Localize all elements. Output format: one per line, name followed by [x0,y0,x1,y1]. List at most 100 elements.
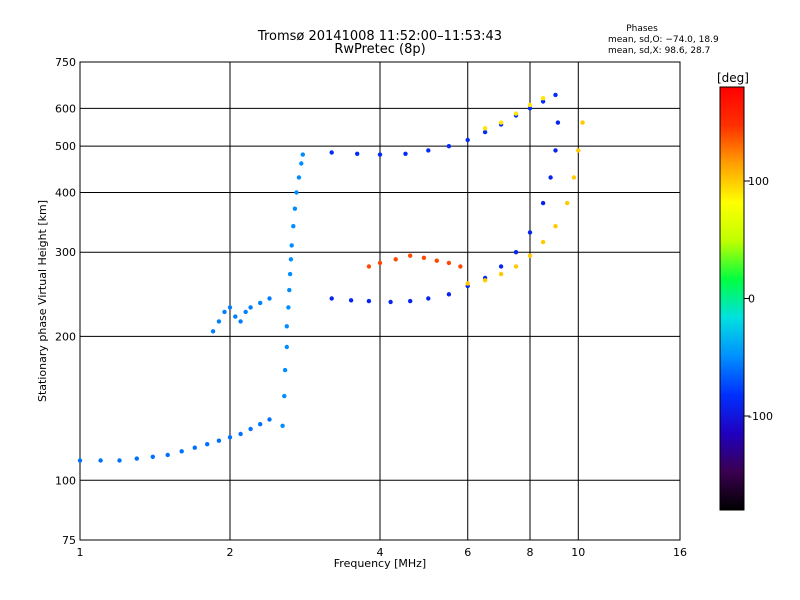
data-point [288,257,294,262]
data-point [513,111,519,116]
data-point [458,264,463,269]
data-point [282,367,288,373]
data-point [446,292,452,297]
data-point [179,449,184,454]
y-tick-label: 300 [55,246,76,259]
data-point [446,144,452,149]
data-point [540,239,546,245]
data-point [329,150,334,155]
data-point [150,454,155,459]
x-tick-label: 16 [673,546,687,559]
x-axis-label: Frequency [MHz] [334,557,426,570]
data-point [482,278,488,283]
data-point [77,458,83,463]
colorbar [719,86,745,511]
y-tick-label: 200 [55,330,76,343]
data-point [227,435,233,440]
data-point [284,344,289,350]
data-point [216,319,222,324]
data-point [284,324,289,329]
data-point [465,137,470,143]
data-point [267,296,272,301]
y-tick-label: 750 [55,56,76,69]
data-point [329,296,334,301]
chart-subtitle: RwPretec (8p) [334,42,425,57]
data-point [482,129,488,135]
data-point [165,452,170,458]
x-axis-ticks: 1 2 4 6 8 10 16 [77,546,688,559]
data-point [527,106,533,111]
data-point [287,287,292,293]
data-point [233,314,238,319]
data-point [527,253,533,258]
phase-info-x-mode: mean, sd,X: 98.6, 28.7 [608,46,710,56]
y-tick-label: 400 [55,186,76,199]
data-point [565,200,570,206]
data-point [355,151,360,156]
data-point [527,230,533,235]
data-point [280,423,285,428]
y-tick-label: 500 [55,140,76,153]
data-point [205,442,210,447]
data-point [498,271,504,277]
colorbar-tick-label: -100 [748,410,773,423]
data-point [296,175,302,180]
data-point [192,445,197,450]
data-point [366,298,372,304]
chart-title: Tromsø 20141008 11:52:00–11:53:43 [257,29,502,44]
y-tick-label: 600 [55,102,76,115]
data-point [134,456,139,461]
data-point [553,224,558,229]
data-point [498,120,504,125]
colorbar-ticks: 100 0 -100 [744,175,773,423]
data-point [527,102,533,108]
data-point [299,161,304,166]
data-point [210,329,216,334]
data-point [222,309,227,315]
data-point [393,257,398,262]
data-point [553,92,558,98]
grid-lines [80,62,680,540]
data-point [540,200,546,206]
colorbar-label: [deg] [717,71,749,85]
data-point [421,255,427,260]
data-point [377,152,383,157]
data-point [258,300,263,306]
data-point [98,458,103,463]
data-point [216,438,222,443]
y-axis-ticks: 75 100 200 300 400 500 600 750 [55,56,76,547]
data-point [238,431,243,437]
data-point [282,393,287,399]
data-point [238,319,243,324]
data-point [248,305,253,310]
data-point [286,305,291,310]
colorbar-tick-label: 100 [748,175,769,188]
data-point [482,126,488,131]
data-point [548,175,553,180]
data-point [248,426,253,432]
data-point [403,151,408,156]
y-tick-label: 100 [55,474,76,487]
data-point [465,281,470,286]
data-point [348,298,354,303]
data-point [434,258,439,263]
data-point [576,148,581,153]
data-point [426,148,431,153]
x-tick-label: 4 [377,546,384,559]
data-point [426,296,431,301]
data-point [243,309,248,315]
phase-info-o-mode: mean, sd,O: −74.0, 18.9 [608,35,719,45]
y-tick-label: 75 [62,534,76,547]
data-point [513,250,519,255]
data-point [408,253,413,258]
data-point [377,260,383,266]
data-points [77,92,585,463]
data-point [580,120,585,125]
data-point [258,422,263,427]
data-point [555,120,561,125]
data-point [227,305,233,310]
colorbar-tick-label: 0 [748,293,755,306]
data-point [267,417,272,422]
data-point [117,458,122,463]
